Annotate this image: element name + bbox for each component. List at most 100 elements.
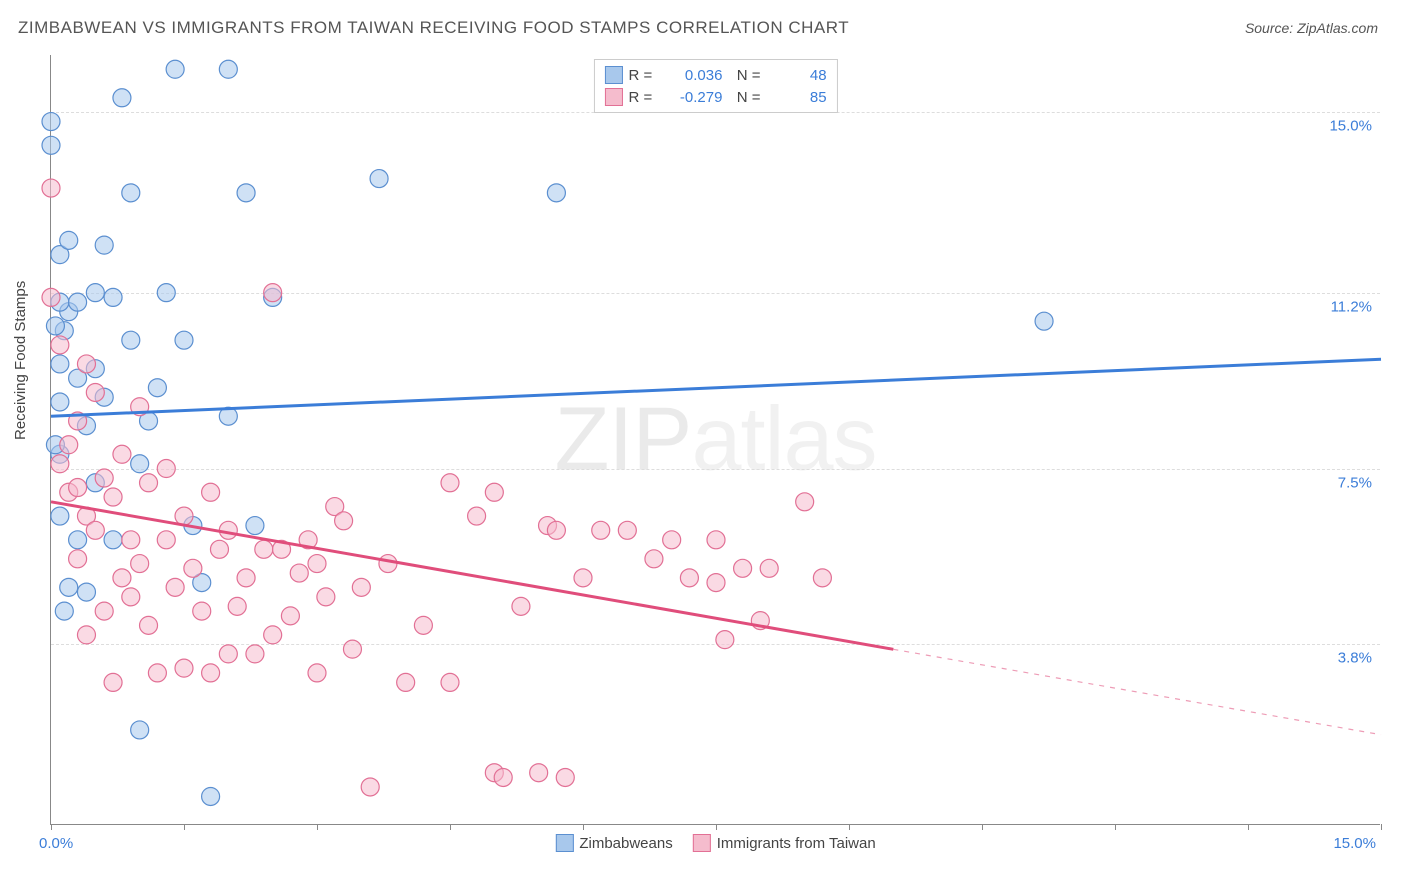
- data-point: [494, 768, 512, 786]
- data-point: [51, 336, 69, 354]
- data-point: [379, 555, 397, 573]
- data-point: [255, 540, 273, 558]
- data-point: [42, 113, 60, 131]
- data-point: [104, 673, 122, 691]
- data-point: [361, 778, 379, 796]
- data-point: [51, 393, 69, 411]
- data-point: [219, 645, 237, 663]
- data-point: [645, 550, 663, 568]
- data-point: [193, 602, 211, 620]
- data-point: [175, 659, 193, 677]
- data-point: [468, 507, 486, 525]
- data-point: [122, 588, 140, 606]
- data-point: [42, 179, 60, 197]
- legend-row-series-1: R = 0.036 N = 48: [604, 64, 826, 86]
- data-point: [707, 531, 725, 549]
- data-point: [140, 474, 158, 492]
- data-point: [237, 569, 255, 587]
- legend-item-2: Immigrants from Taiwan: [693, 834, 876, 852]
- data-point: [308, 555, 326, 573]
- source-attribution: Source: ZipAtlas.com: [1245, 20, 1378, 36]
- data-point: [264, 284, 282, 302]
- data-point: [592, 521, 610, 539]
- swatch-series-1: [604, 66, 622, 84]
- chart-plot-area: ZIPatlas 3.8%7.5%11.2%15.0% R = 0.036 N …: [50, 55, 1380, 825]
- data-point: [122, 531, 140, 549]
- x-tick: [317, 824, 318, 830]
- legend-item-1: Zimbabweans: [555, 834, 672, 852]
- data-point: [202, 664, 220, 682]
- data-point: [547, 184, 565, 202]
- data-point: [69, 531, 87, 549]
- data-point: [104, 531, 122, 549]
- data-point: [122, 331, 140, 349]
- x-tick: [1248, 824, 1249, 830]
- x-tick: [849, 824, 850, 830]
- data-point: [734, 559, 752, 577]
- n-value-2: 85: [767, 89, 827, 106]
- legend-label-2: Immigrants from Taiwan: [717, 835, 876, 852]
- data-point: [166, 578, 184, 596]
- swatch-icon: [693, 834, 711, 852]
- n-value-1: 48: [767, 67, 827, 84]
- data-point: [574, 569, 592, 587]
- data-point: [104, 288, 122, 306]
- data-point: [707, 574, 725, 592]
- data-point: [157, 460, 175, 478]
- correlation-legend: R = 0.036 N = 48 R = -0.279 N = 85: [593, 59, 837, 113]
- data-point: [618, 521, 636, 539]
- data-point: [246, 517, 264, 535]
- data-point: [228, 597, 246, 615]
- chart-title: ZIMBABWEAN VS IMMIGRANTS FROM TAIWAN REC…: [18, 18, 849, 38]
- data-point: [60, 231, 78, 249]
- series-legend: Zimbabweans Immigrants from Taiwan: [555, 834, 875, 852]
- data-point: [663, 531, 681, 549]
- data-point: [175, 507, 193, 525]
- data-point: [131, 555, 149, 573]
- x-tick: [1115, 824, 1116, 830]
- data-point: [51, 355, 69, 373]
- data-point: [246, 645, 264, 663]
- trend-line-extrapolated: [893, 649, 1381, 734]
- data-point: [60, 578, 78, 596]
- data-point: [113, 445, 131, 463]
- data-point: [148, 379, 166, 397]
- data-point: [264, 626, 282, 644]
- data-point: [51, 507, 69, 525]
- y-axis-label: Receiving Food Stamps: [12, 281, 29, 440]
- data-point: [60, 436, 78, 454]
- data-point: [46, 317, 64, 335]
- data-point: [317, 588, 335, 606]
- legend-label-1: Zimbabweans: [579, 835, 672, 852]
- data-point: [202, 787, 220, 805]
- x-tick: [1381, 824, 1382, 830]
- trend-line: [51, 359, 1381, 416]
- data-point: [157, 531, 175, 549]
- data-point: [69, 293, 87, 311]
- scatter-plot-svg: [51, 55, 1380, 824]
- data-point: [547, 521, 565, 539]
- data-point: [69, 479, 87, 497]
- data-point: [760, 559, 778, 577]
- data-point: [281, 607, 299, 625]
- data-point: [414, 616, 432, 634]
- x-tick: [184, 824, 185, 830]
- x-tick: [51, 824, 52, 830]
- data-point: [166, 60, 184, 78]
- data-point: [343, 640, 361, 658]
- data-point: [157, 284, 175, 302]
- data-point: [813, 569, 831, 587]
- x-tick: [450, 824, 451, 830]
- data-point: [210, 540, 228, 558]
- swatch-icon: [555, 834, 573, 852]
- data-point: [352, 578, 370, 596]
- x-tick: [583, 824, 584, 830]
- data-point: [95, 602, 113, 620]
- data-point: [131, 455, 149, 473]
- data-point: [86, 383, 104, 401]
- legend-row-series-2: R = -0.279 N = 85: [604, 86, 826, 108]
- data-point: [42, 288, 60, 306]
- x-axis-min-label: 0.0%: [39, 835, 73, 852]
- data-point: [237, 184, 255, 202]
- data-point: [51, 455, 69, 473]
